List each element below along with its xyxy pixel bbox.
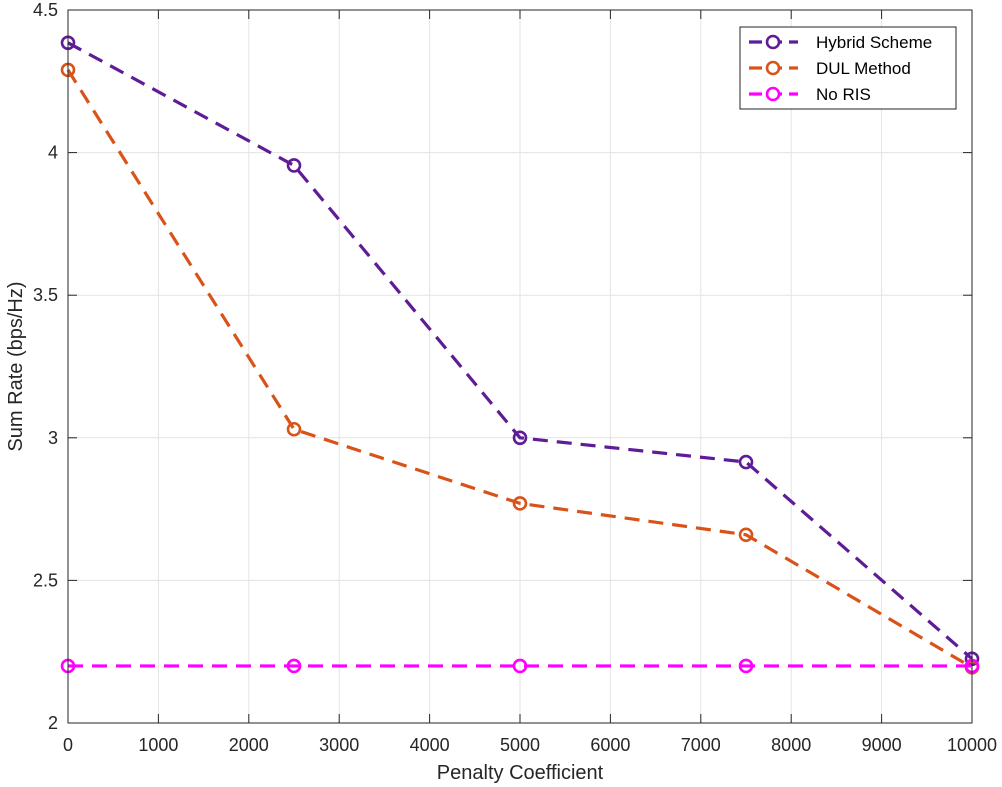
data-point-dul-method: [738, 527, 754, 543]
x-tick-label: 3000: [319, 735, 359, 755]
legend-swatch-marker-dul-method: [765, 60, 781, 76]
y-tick-label: 3.5: [33, 285, 58, 305]
x-tick-label: 6000: [590, 735, 630, 755]
y-tick-label: 4.5: [33, 0, 58, 20]
series-line-hybrid-scheme: [67, 41, 974, 661]
legend-label-hybrid-scheme: Hybrid Scheme: [816, 33, 932, 52]
x-tick-label: 0: [63, 735, 73, 755]
series-line-dul-method: [66, 69, 973, 669]
legend-label-dul-method: DUL Method: [816, 59, 911, 78]
y-tick-label: 3: [48, 428, 58, 448]
y-tick-label: 2.5: [33, 570, 58, 590]
x-tick-label: 9000: [862, 735, 902, 755]
legend: Hybrid Scheme DUL Method No RIS: [739, 26, 957, 110]
x-tick-label: 8000: [771, 735, 811, 755]
x-tick-label: 4000: [410, 735, 450, 755]
x-axis-label: Penalty Coefficient: [437, 762, 604, 784]
data-point-no-ris: [512, 658, 528, 674]
data-point-dul-method: [286, 421, 302, 437]
x-tick-label: 1000: [138, 735, 178, 755]
data-point-hybrid-scheme: [512, 430, 528, 446]
y-tick-label: 2: [48, 713, 58, 733]
data-point-hybrid-scheme: [738, 454, 754, 470]
y-axis-label: Sum Rate (bps/Hz): [5, 281, 27, 451]
axis-ticks: 0 1000 2000 3000 4000 5000 6000 7000 8000 9000 100…: [33, 0, 997, 755]
x-tick-label: 10000: [947, 735, 997, 755]
legend-swatch-marker-no-ris: [765, 86, 781, 102]
x-tick-label: 7000: [681, 735, 721, 755]
data-point-dul-method: [512, 496, 528, 511]
data-point-no-ris: [286, 658, 302, 674]
x-tick-label: 2000: [229, 735, 269, 755]
y-tick-label: 4: [48, 143, 58, 163]
data-point-no-ris: [738, 658, 754, 674]
x-tick-label: 5000: [500, 735, 540, 755]
legend-swatch-marker-hybrid-scheme: [765, 34, 781, 50]
data-point-hybrid-scheme: [286, 158, 302, 173]
legend-label-no-ris: No RIS: [816, 85, 871, 104]
